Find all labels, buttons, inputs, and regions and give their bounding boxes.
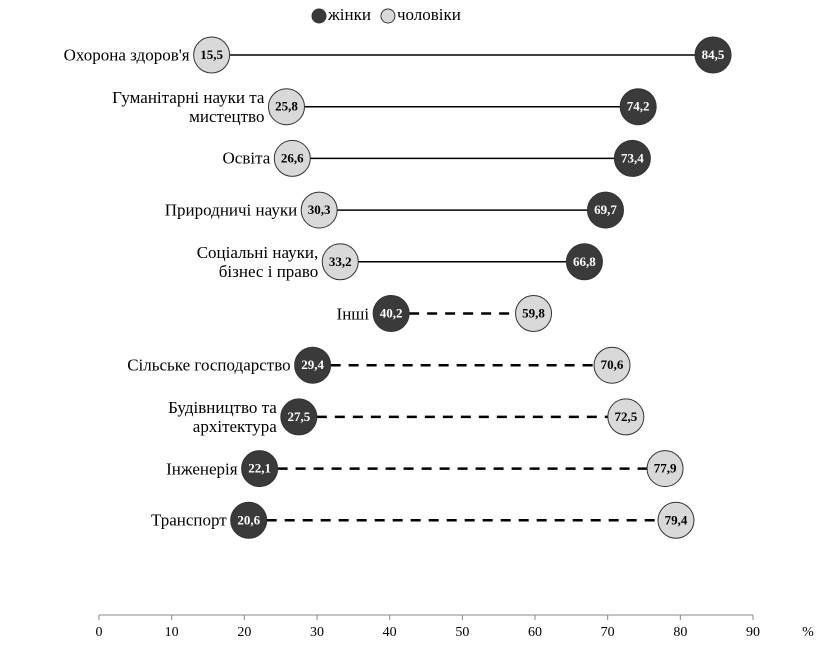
x-tick-label: 70: [601, 625, 615, 640]
category-label: Гуманітарні науки та мистецтво: [112, 87, 265, 126]
dot: [694, 36, 732, 74]
data-label: 59,8: [522, 305, 545, 320]
legend-marker: [311, 8, 327, 24]
category-label: Освіта: [222, 148, 271, 168]
x-tick-label: 90: [746, 625, 760, 640]
x-tick-label: 50: [455, 625, 469, 640]
x-tick-label: 20: [237, 625, 251, 640]
dot: [280, 398, 318, 436]
category-label: Транспорт: [150, 510, 227, 530]
dot: [565, 243, 603, 281]
dot: [515, 295, 553, 332]
data-label: 26,6: [281, 150, 304, 165]
data-label: 25,8: [275, 99, 298, 114]
category-label: Інженерія: [166, 459, 238, 479]
dot: [230, 501, 268, 539]
data-label: 70,6: [601, 357, 624, 372]
data-label: 30,3: [308, 202, 331, 217]
x-tick-label: 30: [310, 625, 324, 640]
data-label: 69,7: [594, 202, 617, 217]
data-label: 29,4: [301, 357, 324, 372]
data-label: 66,8: [573, 254, 596, 269]
data-label: 77,9: [654, 461, 677, 476]
category-label: Будівництво та архітектура: [168, 397, 277, 436]
category-label: Сільське господарство: [127, 355, 291, 375]
dot: [657, 501, 695, 539]
dot: [593, 346, 631, 384]
legend-label: чоловіки: [397, 5, 461, 24]
category-label: Природничі науки: [164, 200, 298, 220]
x-tick-label: 10: [165, 625, 179, 640]
data-label: 73,4: [621, 150, 644, 165]
legend-marker: [380, 8, 396, 24]
data-label: 22,1: [248, 461, 271, 476]
data-label: 15,5: [200, 47, 223, 62]
category-label: Інші: [336, 304, 370, 323]
data-label: 20,6: [237, 512, 260, 527]
dot: [300, 191, 338, 229]
dot: [372, 295, 410, 332]
x-tick-label: 60: [528, 625, 542, 640]
dot: [267, 88, 305, 126]
x-tick-label: 40: [383, 625, 397, 640]
dot: [586, 191, 624, 229]
x-tick-label: 80: [673, 625, 687, 640]
dot: [294, 346, 332, 384]
data-label: 74,2: [627, 99, 650, 114]
x-axis-label: %: [802, 625, 814, 640]
data-label: 79,4: [665, 512, 688, 527]
dot: [273, 139, 311, 177]
category-label: Соціальні науки, бізнес і право: [196, 242, 319, 281]
legend-label: жінки: [327, 5, 371, 24]
data-label: 40,2: [380, 305, 403, 320]
category-label: Охорона здоров'я: [63, 45, 190, 65]
dot: [613, 139, 651, 177]
x-tick-label: 0: [96, 625, 103, 640]
data-label: 33,2: [329, 254, 352, 269]
data-label: 84,5: [702, 47, 725, 62]
dot: [321, 243, 359, 281]
dot: [607, 398, 645, 436]
dot: [646, 450, 684, 488]
dot: [193, 36, 231, 74]
data-label: 27,5: [287, 409, 310, 424]
dot: [619, 88, 657, 126]
dot: [241, 450, 279, 488]
data-label: 72,5: [614, 409, 637, 424]
